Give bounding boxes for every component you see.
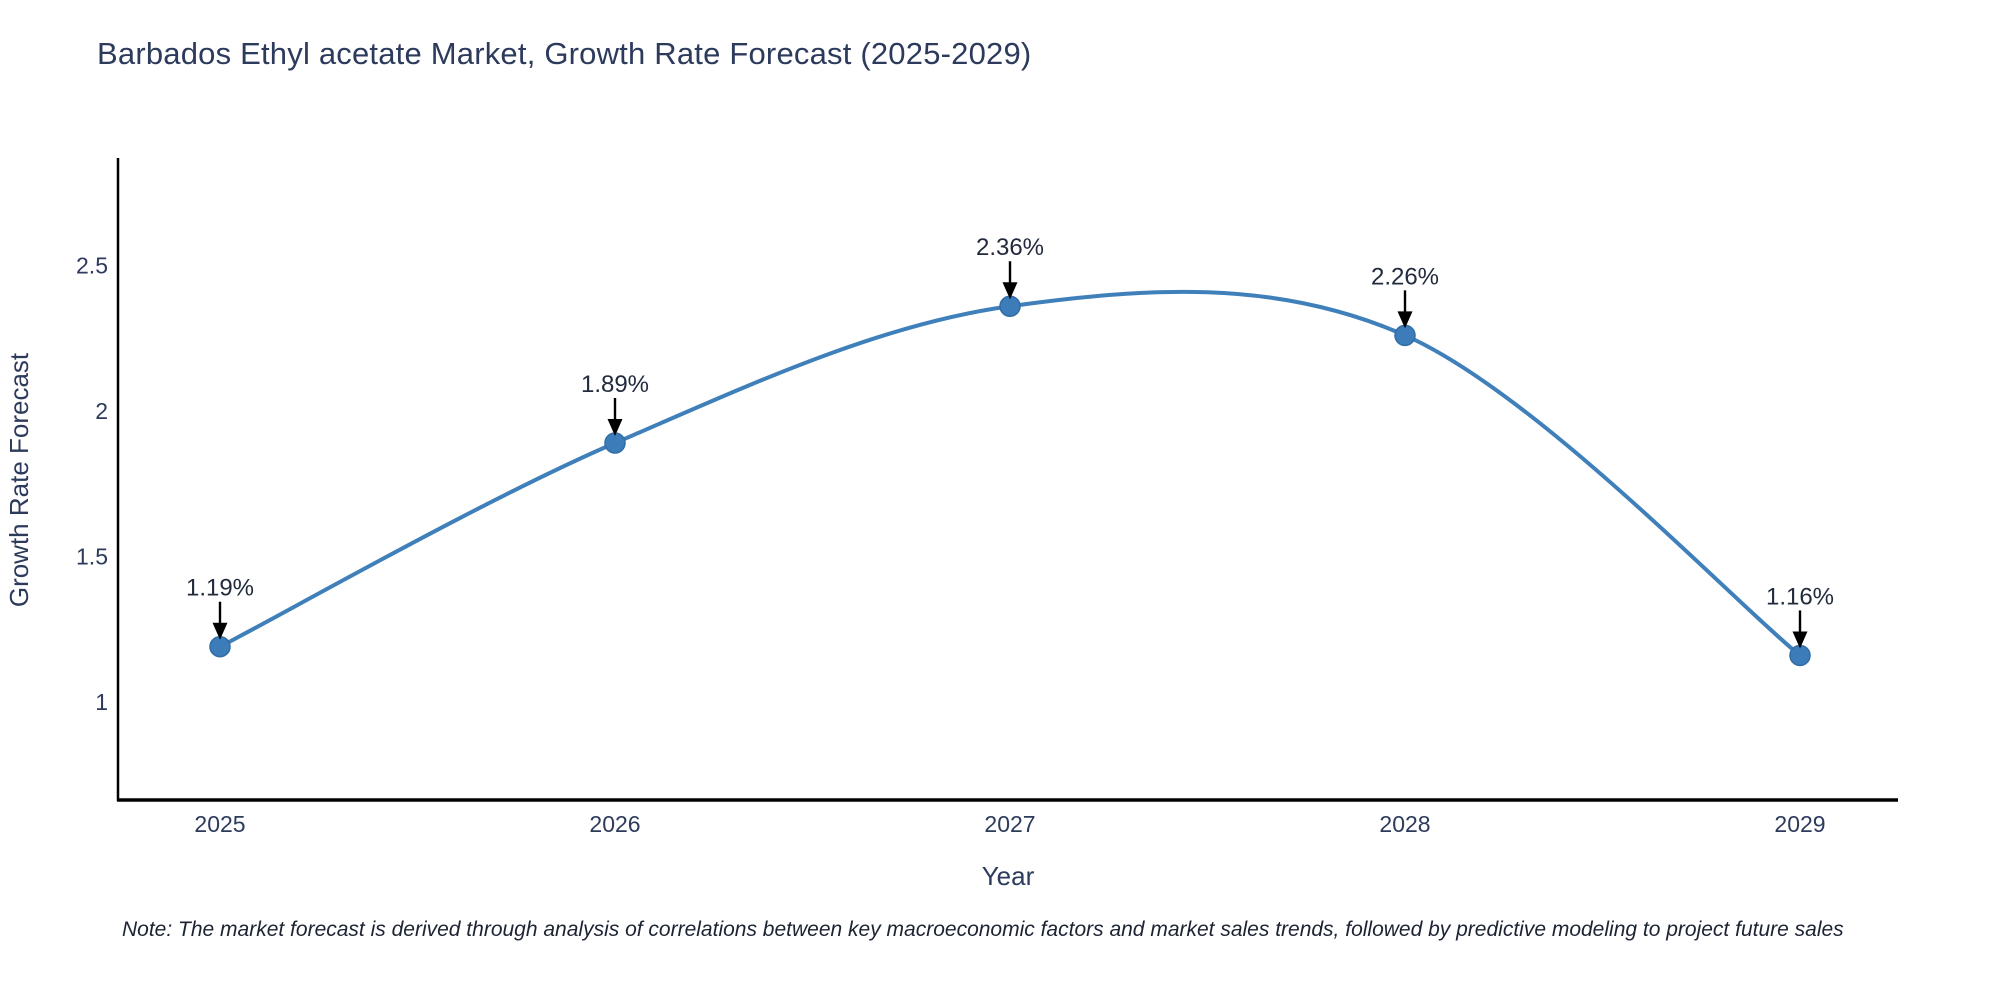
x-tick-label: 2028 [1379, 811, 1430, 837]
data-point-value-label: 2.26% [1371, 263, 1439, 290]
footnote: Note: The market forecast is derived thr… [122, 918, 1844, 941]
annotation-arrowhead-icon [1792, 631, 1808, 649]
data-label-annotations: 1.19% 1.89% 2.36% 2.26% 1.16% [186, 234, 1834, 649]
data-label-annotation: 2.26% [1371, 263, 1439, 329]
y-axis-tick-labels: 1 1.5 2 2.5 [76, 253, 108, 716]
y-tick-label: 2.5 [76, 253, 108, 279]
data-point-value-label: 1.89% [581, 371, 649, 398]
y-tick-label: 1 [95, 689, 108, 715]
data-label-annotation: 2.36% [976, 234, 1044, 300]
data-point-value-label: 1.16% [1766, 583, 1834, 610]
x-axis-title: Year [982, 861, 1035, 891]
annotation-arrowhead-icon [1002, 282, 1018, 300]
data-label-annotation: 1.89% [581, 371, 649, 437]
x-tick-label: 2026 [589, 811, 640, 837]
y-tick-label: 1.5 [76, 544, 108, 570]
annotation-arrowhead-icon [212, 622, 228, 640]
x-tick-label: 2025 [194, 811, 245, 837]
data-point-markers [209, 295, 1811, 667]
y-axis-title: Growth Rate Forecast [4, 352, 34, 607]
x-tick-label: 2027 [984, 811, 1035, 837]
x-tick-label: 2029 [1774, 811, 1825, 837]
data-point-value-label: 2.36% [976, 234, 1044, 261]
data-point-value-label: 1.19% [186, 575, 254, 602]
chart-title: Barbados Ethyl acetate Market, Growth Ra… [97, 36, 1032, 71]
y-tick-label: 2 [95, 398, 108, 424]
annotation-arrowhead-icon [607, 419, 623, 437]
series-line [218, 289, 1802, 658]
data-label-annotation: 1.16% [1766, 583, 1834, 649]
annotation-arrowhead-icon [1397, 311, 1413, 329]
x-axis-tick-labels: 2025 2026 2027 2028 2029 [194, 811, 1825, 837]
data-label-annotation: 1.19% [186, 575, 254, 640]
